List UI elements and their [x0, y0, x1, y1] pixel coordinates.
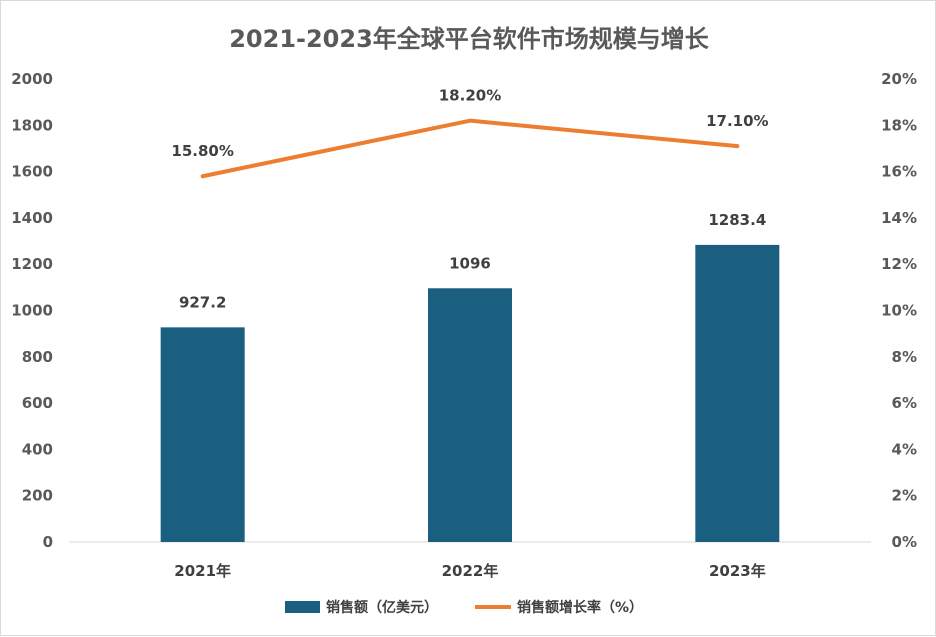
right-tick-label: 8% — [892, 348, 917, 366]
bar — [161, 327, 245, 542]
right-tick-label: 2% — [892, 487, 917, 505]
line-series — [203, 121, 738, 177]
legend: 销售额（亿美元） 销售额增长率（%） — [285, 599, 643, 616]
left-tick-label: 200 — [22, 487, 53, 505]
right-tick-label: 4% — [892, 440, 917, 458]
left-tick-label: 400 — [22, 440, 53, 458]
left-tick-label: 600 — [22, 394, 53, 412]
bar-data-label: 927.2 — [179, 293, 226, 311]
left-tick-label: 1600 — [11, 163, 53, 181]
right-tick-label: 0% — [892, 533, 917, 551]
bar-data-label: 1096 — [449, 254, 491, 272]
bar-data-label: 1283.4 — [708, 211, 766, 229]
category-label: 2023年 — [709, 562, 766, 580]
bar-series — [161, 245, 780, 542]
bar — [695, 245, 779, 542]
left-tick-label: 1000 — [11, 302, 53, 320]
legend-bar-swatch — [285, 601, 320, 613]
line-data-label: 15.80% — [171, 142, 233, 160]
line-data-label: 18.20% — [439, 87, 501, 105]
right-tick-label: 20% — [881, 70, 917, 88]
right-tick-label: 12% — [881, 255, 917, 273]
bar — [428, 288, 512, 542]
category-label: 2021年 — [174, 562, 231, 580]
right-tick-label: 18% — [881, 116, 917, 134]
right-tick-label: 6% — [892, 394, 917, 412]
left-axis-ticks: 0 200 400 600 800 1000 1200 1400 1600 1800 2000 — [11, 70, 53, 551]
category-label: 2022年 — [442, 562, 499, 580]
left-tick-label: 1400 — [11, 209, 53, 227]
right-tick-label: 10% — [881, 302, 917, 320]
line-data-label: 17.10% — [706, 112, 768, 130]
left-tick-label: 2000 — [11, 70, 53, 88]
legend-line-label: 销售额增长率（%） — [517, 599, 643, 616]
right-tick-label: 14% — [881, 209, 917, 227]
chart-title: 2021-2023年全球平台软件市场规模与增长 — [229, 25, 710, 53]
line-path — [203, 121, 738, 177]
category-labels: 2021年 2022年 2023年 — [174, 562, 765, 580]
right-tick-label: 16% — [881, 163, 917, 181]
left-tick-label: 1800 — [11, 116, 53, 134]
left-tick-label: 800 — [22, 348, 53, 366]
legend-bar-label: 销售额（亿美元） — [326, 599, 438, 616]
left-tick-label: 0 — [43, 533, 53, 551]
line-data-labels: 15.80% 18.20% 17.10% — [171, 87, 768, 161]
left-tick-label: 1200 — [11, 255, 53, 273]
right-axis-ticks: 0% 2% 4% 6% 8% 10% 12% 14% 16% 18% 20% — [881, 70, 917, 551]
